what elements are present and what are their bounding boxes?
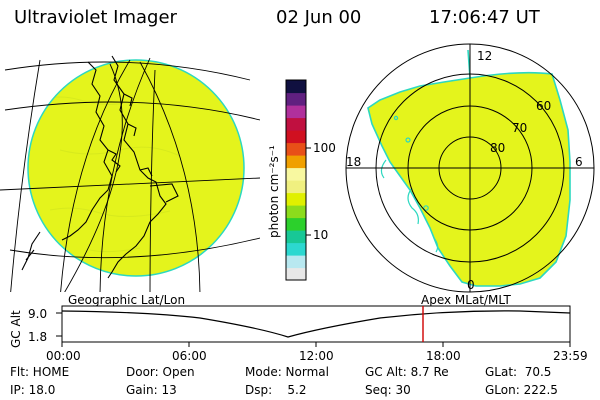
timeline-ylabel: GC Alt <box>9 310 23 348</box>
colorbar-frame <box>285 79 307 281</box>
timeline-y-low: 1.8 <box>28 330 47 344</box>
colorbar-band <box>286 92 306 106</box>
timeline-tick-1200: 12:00 <box>299 349 334 363</box>
colorbar <box>286 80 306 281</box>
lat-label-70: 70 <box>512 121 527 135</box>
colorbar-band <box>286 117 306 131</box>
coastline-outline <box>21 55 179 279</box>
colorbar-band <box>286 142 306 156</box>
colorbar-band <box>286 255 306 269</box>
colorbar-tick-label-high: 100 <box>313 141 336 155</box>
orbit-timeline: GC Alt 9.0 1.8 00:00 06:00 12:00 18:00 2… <box>9 305 588 363</box>
geographic-longitude: GLon: 222.5 <box>485 383 558 397</box>
colorbar-band <box>286 242 306 256</box>
mlt-label-6: 6 <box>575 155 583 169</box>
timeline-tick-1800: 18:00 <box>426 349 461 363</box>
colorbar-band <box>286 105 306 119</box>
dsp-value: Dsp: 5.2 <box>245 383 307 397</box>
door-status: Door: Open <box>126 365 195 379</box>
sequence-number: Seq: 30 <box>365 383 411 397</box>
altitude-curve <box>61 310 571 338</box>
gain-value: Gain: 13 <box>126 383 177 397</box>
flight-status: Flt: HOME <box>10 365 70 379</box>
colorbar-band <box>286 167 306 181</box>
right-projection-label: Apex MLat/MLT <box>421 293 511 307</box>
auroral-edge-features <box>380 115 439 253</box>
colorbar-band <box>286 130 306 144</box>
mlt-label-18: 18 <box>346 155 361 169</box>
polar-grid <box>345 43 595 293</box>
lat-label-60: 60 <box>536 99 551 113</box>
timeline-tick-2359: 23:59 <box>553 349 588 363</box>
colorbar-band <box>286 205 306 219</box>
geographic-latitude: GLat: 70.5 <box>485 365 552 379</box>
colorbar-band <box>286 180 306 194</box>
colorbar-band <box>286 155 306 169</box>
colorbar-band <box>286 267 306 281</box>
colorbar-band <box>286 230 306 244</box>
polar-plot: 12 18 6 0 60 70 80 <box>345 43 595 293</box>
timeline-tick-0600: 06:00 <box>172 349 207 363</box>
geographic-view <box>0 55 260 292</box>
mlt-label-12: 12 <box>477 49 492 63</box>
mode-status: Mode: Normal <box>245 365 329 379</box>
observation-date: 02 Jun 00 <box>276 7 362 28</box>
lat-lon-grid <box>0 57 260 292</box>
gc-altitude: GC Alt: 8.7 Re <box>365 365 449 379</box>
colorbar-unit-label: photon cm⁻²s⁻¹ <box>267 145 281 238</box>
timeline-xticks <box>61 342 571 347</box>
mlt-label-0: 0 <box>467 278 475 292</box>
instrument-title: Ultraviolet Imager <box>14 7 177 28</box>
colorbar-band <box>286 217 306 231</box>
colorbar-band <box>286 192 306 206</box>
ip-value: IP: 18.0 <box>10 383 56 397</box>
colorbar-band <box>286 80 306 94</box>
uv-image-disk <box>27 59 245 277</box>
timeline-tick-0000: 00:00 <box>46 349 81 363</box>
lat-label-80: 80 <box>490 141 505 155</box>
observation-time: 17:06:47 UT <box>429 7 540 28</box>
left-projection-label: Geographic Lat/Lon <box>68 293 185 307</box>
timeline-y-high: 9.0 <box>28 307 47 321</box>
colorbar-tick-label-low: 10 <box>313 228 328 242</box>
